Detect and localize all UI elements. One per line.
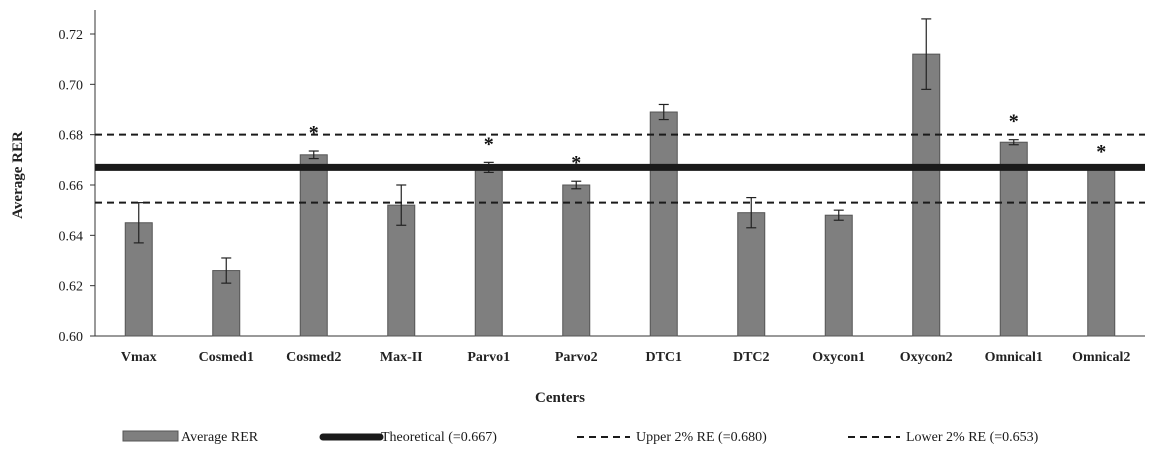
bar-dtc2 xyxy=(737,212,766,337)
legend-label-theoretical: Theoretical (=0.667) xyxy=(381,430,497,445)
bar-cosmed1 xyxy=(212,270,241,337)
x-tick-label: Cosmed2 xyxy=(286,350,341,365)
x-axis-title: Centers xyxy=(535,390,585,406)
bar-oxycon1 xyxy=(824,214,853,337)
bar-omnical2 xyxy=(1087,169,1116,337)
significance-marker: * xyxy=(309,122,319,144)
x-axis-ticks: Vmax Cosmed1 Cosmed2 Max-II Parvo1 Parvo2 DTC1… xyxy=(121,350,1131,365)
y-axis-ticks: 0.60 0.62 0.64 0.66 0.68 0.70 0.72 xyxy=(59,28,95,345)
y-tick-label: 0.70 xyxy=(59,78,84,93)
legend-swatch-bar xyxy=(122,430,179,442)
x-tick-label: Cosmed1 xyxy=(199,350,254,365)
x-tick-label: Max-II xyxy=(380,350,423,365)
y-tick-label: 0.64 xyxy=(59,229,84,244)
y-tick-label: 0.62 xyxy=(59,280,84,295)
significance-marker: * xyxy=(484,133,494,155)
y-tick-label: 0.60 xyxy=(59,330,84,345)
legend-label-average: Average RER xyxy=(181,430,259,445)
y-axis-title: Average RER xyxy=(10,131,26,219)
bar-dtc1 xyxy=(649,111,678,337)
bar-omnical1 xyxy=(999,141,1028,337)
significance-marker: * xyxy=(1096,141,1106,163)
bar-max-ii xyxy=(387,204,416,337)
y-tick-label: 0.72 xyxy=(59,28,84,43)
x-tick-label: Vmax xyxy=(121,350,157,365)
x-tick-label: Oxycon1 xyxy=(812,350,865,365)
legend: Average RER Theoretical (=0.667) Upper 2% … xyxy=(122,430,1039,445)
bar-parvo1 xyxy=(474,166,503,337)
y-tick-label: 0.68 xyxy=(59,129,84,144)
x-tick-label: Oxycon2 xyxy=(900,350,953,365)
x-tick-label: Parvo1 xyxy=(467,350,510,365)
significance-marker: * xyxy=(1009,111,1019,133)
x-tick-label: Omnical1 xyxy=(985,350,1043,365)
bar-oxycon2 xyxy=(912,53,941,337)
legend-label-lower: Lower 2% RE (=0.653) xyxy=(906,430,1039,445)
bar-cosmed2 xyxy=(299,154,328,337)
x-tick-label: Omnical2 xyxy=(1072,350,1130,365)
x-tick-label: DTC2 xyxy=(733,350,770,365)
legend-label-upper: Upper 2% RE (=0.680) xyxy=(636,430,767,445)
x-tick-label: Parvo2 xyxy=(555,350,598,365)
significance-marker: * xyxy=(571,152,581,174)
x-tick-label: DTC1 xyxy=(645,350,682,365)
bar-parvo2 xyxy=(562,184,591,337)
y-tick-label: 0.66 xyxy=(59,179,84,194)
plot-area: * * * * * xyxy=(94,10,1145,337)
